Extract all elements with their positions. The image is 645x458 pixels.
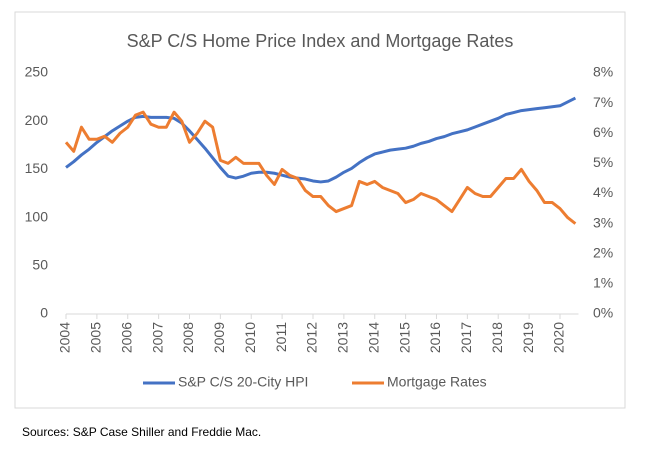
- y-tick-label: 200: [25, 112, 49, 128]
- y2-tick-label: 8%: [593, 64, 613, 80]
- y2-tick-label: 4%: [593, 184, 613, 200]
- legend-label: Mortgage Rates: [387, 374, 487, 390]
- x-tick-label: 2006: [118, 322, 134, 353]
- legend-label: S&P C/S 20-City HPI: [178, 374, 308, 390]
- x-tick-label: 2011: [273, 322, 289, 352]
- x-tick-label: 2018: [489, 322, 505, 353]
- x-tick-label: 2015: [396, 322, 412, 353]
- y2-tick-label: 2%: [593, 244, 613, 260]
- x-tick-label: 2019: [520, 322, 536, 353]
- x-tick-label: 2016: [427, 322, 443, 353]
- x-tick-label: 2020: [551, 322, 567, 353]
- x-tick-label: 2004: [57, 322, 73, 353]
- x-tick-label: 2012: [304, 322, 320, 353]
- chart-title: S&P C/S Home Price Index and Mortgage Ra…: [127, 31, 514, 51]
- x-tick-label: 2008: [180, 322, 196, 353]
- x-tick-label: 2014: [365, 322, 381, 353]
- y2-tick-label: 1%: [593, 275, 613, 291]
- y2-tick-label: 0%: [593, 305, 613, 321]
- y2-tick-label: 6%: [593, 124, 613, 140]
- source-note: Sources: S&P Case Shiller and Freddie Ma…: [22, 425, 261, 439]
- x-tick-label: 2007: [149, 322, 165, 353]
- series-line: [64, 110, 577, 225]
- y-tick-label: 50: [32, 257, 48, 273]
- y2-tick-label: 3%: [593, 214, 613, 230]
- x-tick-label: 2009: [211, 322, 227, 353]
- y2-tick-label: 7%: [593, 94, 613, 110]
- y-tick-label: 100: [25, 208, 49, 224]
- x-tick-label: 2017: [458, 322, 474, 353]
- series-line: [65, 96, 577, 184]
- y-tick-label: 250: [25, 64, 49, 80]
- y2-tick-label: 5%: [593, 154, 613, 170]
- chart-frame: [14, 11, 626, 409]
- y-tick-label: 150: [25, 160, 49, 176]
- x-tick-label: 2013: [335, 322, 351, 353]
- y-tick-label: 0: [40, 305, 48, 321]
- x-tick-label: 2010: [242, 322, 258, 353]
- x-tick-label: 2005: [88, 322, 104, 353]
